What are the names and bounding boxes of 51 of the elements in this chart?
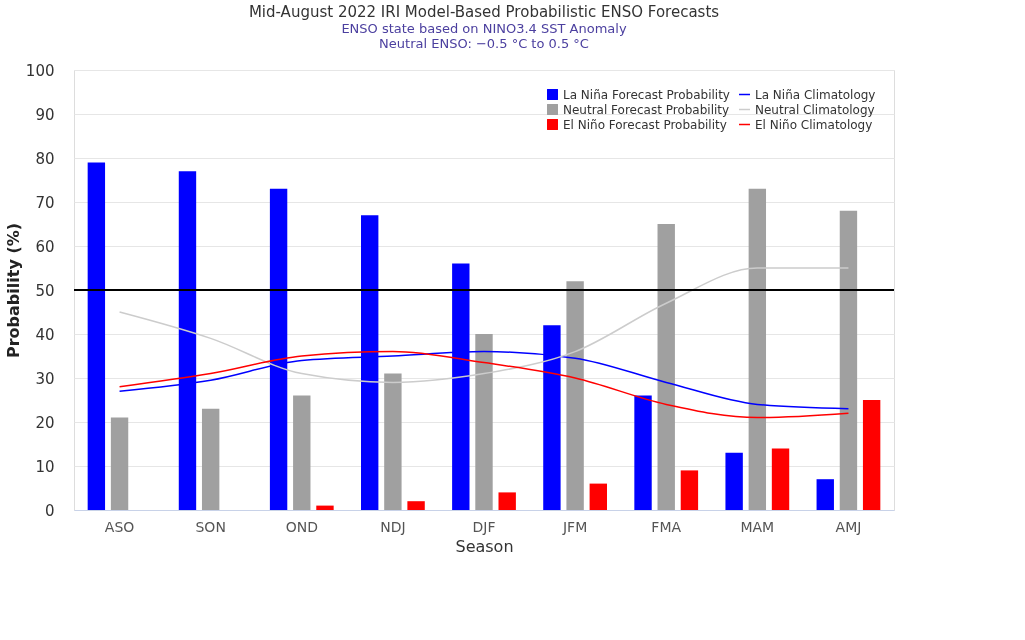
chart-subtitle: ENSO state based on NINO3.4 SST Anomaly Neutral ENSO: −0.5 °C to 0.5 °C [341,21,627,51]
y-tick-label: 70 [35,193,55,212]
x-tick-label: NDJ [380,518,406,535]
line-series [118,267,850,384]
x-axis-title: Season [455,536,514,556]
bar [725,452,743,510]
bar [748,188,767,510]
bar [589,483,607,510]
x-tick-label: AMJ [835,518,862,535]
bar [566,281,584,510]
bar [407,501,425,510]
y-tick-label: 50 [35,281,55,300]
y-tick-label: 40 [35,325,55,344]
bar [816,479,834,510]
legend-label: La Niña Forecast Probability [563,87,730,102]
bar [680,470,699,510]
x-tick-label: OND [285,518,318,535]
bar [771,448,790,510]
bar [87,162,106,510]
x-tick-label: MAM [740,518,775,535]
y-tick-label: 80 [35,149,55,168]
x-tick-label: DJF [472,518,496,535]
bar [839,210,858,510]
y-axis-title: Probability (%) [3,222,23,359]
bar [634,395,652,510]
bar [110,417,129,510]
legend-label: El Niño Forecast Probability [563,117,727,132]
legend-label: Neutral Climatology [755,102,875,117]
y-tick-label: 90 [35,105,55,124]
legend-label: La Niña Climatology [755,87,876,102]
bar [657,224,675,510]
x-tick-label: JFM [561,518,588,535]
y-tick-label: 10 [35,457,55,476]
bar [293,395,311,510]
bar [498,492,516,510]
x-tick-label: SON [195,518,226,535]
y-tick-label: 30 [35,369,55,388]
x-tick-label: FMA [651,518,682,535]
legend-label: Neutral Forecast Probability [563,102,730,117]
x-tick-label: ASO [104,518,135,535]
y-tick-label: 20 [35,413,55,432]
bar [862,400,881,510]
y-tick-label: 60 [35,237,55,256]
y-tick-label: 0 [44,501,55,520]
legend-label: El Niño Climatology [755,117,873,132]
bar [475,334,493,510]
y-tick-label: 100 [25,61,55,80]
bar [201,408,220,510]
chart-title: Mid-August 2022 IRI Model-Based Probabilistic ENSO Forecasts [248,3,720,21]
bar [384,373,402,510]
bar [316,505,334,510]
